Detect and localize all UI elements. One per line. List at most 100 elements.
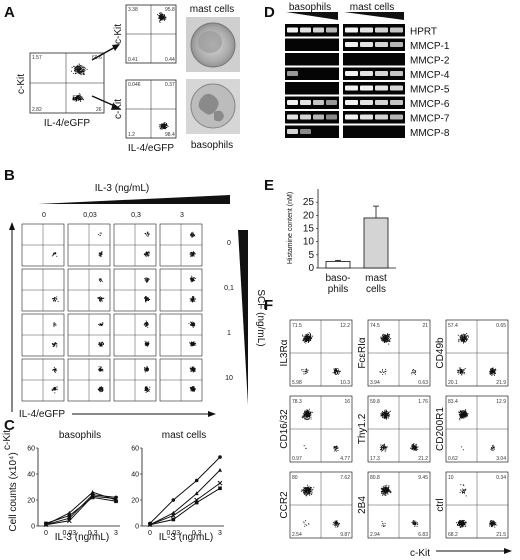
- q-lr: 0.44: [165, 57, 175, 63]
- q-ll: 0.41: [128, 57, 138, 63]
- mast-cell-micrograph: [186, 17, 240, 72]
- gel-band: [360, 71, 373, 76]
- gel-band: [390, 85, 403, 91]
- marker-label: Thy1.2: [357, 413, 368, 444]
- series-line: [45, 491, 117, 526]
- quadrant-value: 80: [292, 475, 298, 481]
- gel-row: [285, 125, 405, 138]
- q-ll: 1.2: [128, 132, 135, 138]
- panel-letter-e: E: [264, 177, 274, 194]
- quadrant-value: 57.4: [448, 323, 458, 329]
- histamine-bar: [363, 217, 389, 269]
- gene-label: MMCP-2: [410, 55, 450, 66]
- gel-band: [375, 27, 388, 33]
- gene-label: MMCP-6: [410, 99, 450, 110]
- series-line: [149, 487, 221, 526]
- flow-plot: [159, 358, 203, 402]
- panel-a-baso-plot: 0.046 0.37 1.2 98.4: [125, 79, 177, 139]
- y-tick-label: 15: [303, 224, 315, 235]
- gel-band: [300, 114, 311, 120]
- gel-band: [375, 114, 388, 120]
- il3-value: 3: [180, 212, 184, 219]
- q-ll: 2.82: [32, 107, 42, 113]
- data-point: [66, 518, 72, 524]
- x-tick-label: 0,3: [88, 530, 98, 537]
- q-ur: 95.8: [165, 7, 175, 13]
- x-tick-label: 3: [218, 530, 222, 537]
- flow-plot: [67, 313, 111, 357]
- data-point: [90, 493, 96, 499]
- quadrant-value: 21: [422, 323, 428, 329]
- histamine-bar: [325, 261, 351, 269]
- y-tick-label: 60: [27, 446, 35, 453]
- quadrant-value: 83.4: [448, 399, 458, 405]
- gel-mast-header: mast cells: [350, 2, 394, 13]
- quadrant-value: 4.77: [340, 456, 350, 462]
- marker-label: 2B4: [357, 496, 368, 514]
- quadrant-value: 7.62: [340, 475, 350, 481]
- panel-letter-a: A: [4, 4, 15, 21]
- flow-plot: [113, 223, 157, 267]
- panel-b-grid: [21, 223, 203, 402]
- x-tick-label: 3: [114, 530, 118, 537]
- quadrant-value: 71.5: [292, 323, 302, 329]
- data-point: [218, 467, 222, 472]
- data-point: [90, 490, 95, 494]
- data-point: [90, 495, 95, 500]
- marker-label: CD16/32: [279, 409, 290, 449]
- quadrant-value: 80.8: [370, 475, 380, 481]
- series-line: [45, 496, 117, 524]
- quadrant-value: 10.3: [340, 380, 350, 386]
- gel-band: [390, 114, 403, 120]
- quadrant-value: 0.62: [448, 456, 458, 462]
- quadrant-value: 3.94: [370, 380, 380, 386]
- series-line: [149, 456, 221, 524]
- y-tick-label: 60: [131, 446, 139, 453]
- gene-label: MMCP-8: [410, 128, 450, 139]
- gene-label: MMCP-5: [410, 84, 450, 95]
- gel-band: [287, 100, 298, 105]
- quadrant-value: 2.54: [292, 532, 302, 538]
- gene-label: HPRT: [410, 26, 437, 37]
- panel-c-y-label: Cell counts (x10⁴): [8, 452, 19, 531]
- y-tick-label: 40: [27, 472, 35, 479]
- gel-band: [313, 114, 324, 120]
- quadrant-value: 20.1: [448, 380, 458, 386]
- bar-mast-label: mast: [365, 273, 387, 284]
- q-ul: 0.046: [128, 82, 141, 88]
- quadrant-value: 59.8: [370, 399, 380, 405]
- gel-row: [285, 96, 405, 109]
- flow-plot: [67, 358, 111, 402]
- marker-plot: 10 0.34 68.2 21.5: [445, 471, 509, 539]
- c-x-label-right: IL-3 (ng/mL): [159, 532, 213, 543]
- data-point: [218, 486, 222, 491]
- y-tick-label: 0: [31, 524, 35, 531]
- quadrant-value: 16: [344, 399, 350, 405]
- quadrant-value: 9.45: [418, 475, 428, 481]
- panel-b-y-label: c-Kit: [2, 430, 13, 450]
- gel-band: [287, 27, 298, 33]
- bar-basophils-label-2: phils: [328, 284, 349, 295]
- panel-a-baso-y-label: c-Kit: [113, 99, 124, 119]
- gel-band: [300, 100, 311, 105]
- gel-band: [345, 27, 358, 33]
- data-point: [43, 522, 49, 528]
- flow-plot: [113, 358, 157, 402]
- q-lr: 26: [96, 107, 102, 113]
- il3-value: 0,03: [83, 212, 97, 219]
- gene-label: MMCP-4: [410, 70, 450, 81]
- quadrant-value: 0.97: [292, 456, 302, 462]
- marker-label: CD200R1: [435, 407, 446, 451]
- marker-plot: 80 7.62 2.54 9.87: [289, 471, 353, 539]
- gene-label: MMCP-7: [410, 113, 450, 124]
- rt-pcr-gel: HPRT MMCP-1 MMCP-2 MMCP-4 MMCP-5 MMCP-6 MMCP-7…: [285, 24, 450, 139]
- flow-plot: [21, 358, 65, 402]
- panel-letter-d: D: [264, 4, 275, 21]
- scf-value: 0,1: [224, 285, 234, 292]
- flow-plot: [113, 313, 157, 357]
- quadrant-value: 1.76: [418, 399, 428, 405]
- quadrant-value: 12.2: [340, 323, 350, 329]
- gel-band: [390, 42, 403, 47]
- y-tick-label: 10: [303, 237, 315, 248]
- q-ul: 3.38: [128, 7, 138, 13]
